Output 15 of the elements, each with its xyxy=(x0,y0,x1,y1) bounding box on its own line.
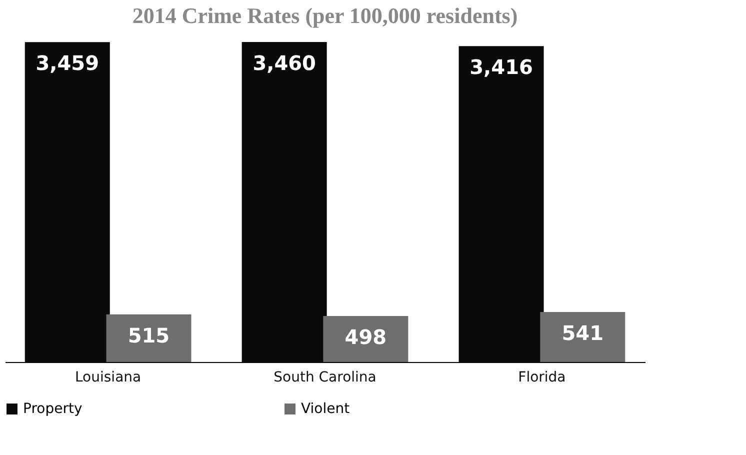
x-tick-label: South Carolina xyxy=(274,370,376,386)
data-label: 3,416 xyxy=(470,55,533,80)
data-label: 541 xyxy=(562,320,604,345)
bar xyxy=(540,312,626,362)
x-tick-label: Florida xyxy=(518,370,566,386)
legend-label: Violent xyxy=(301,401,350,417)
x-tick-label: Louisiana xyxy=(74,370,142,386)
data-label: 498 xyxy=(344,324,387,349)
data-label: 3,460 xyxy=(252,51,316,75)
bar xyxy=(106,314,192,362)
bar xyxy=(323,316,408,362)
data-label: 3,459 xyxy=(36,51,100,76)
legend-label: Property xyxy=(23,401,82,417)
chart-title: 2014 Crime Rates (per 100,000 residents) xyxy=(132,3,518,28)
data-label: 515 xyxy=(128,323,170,348)
